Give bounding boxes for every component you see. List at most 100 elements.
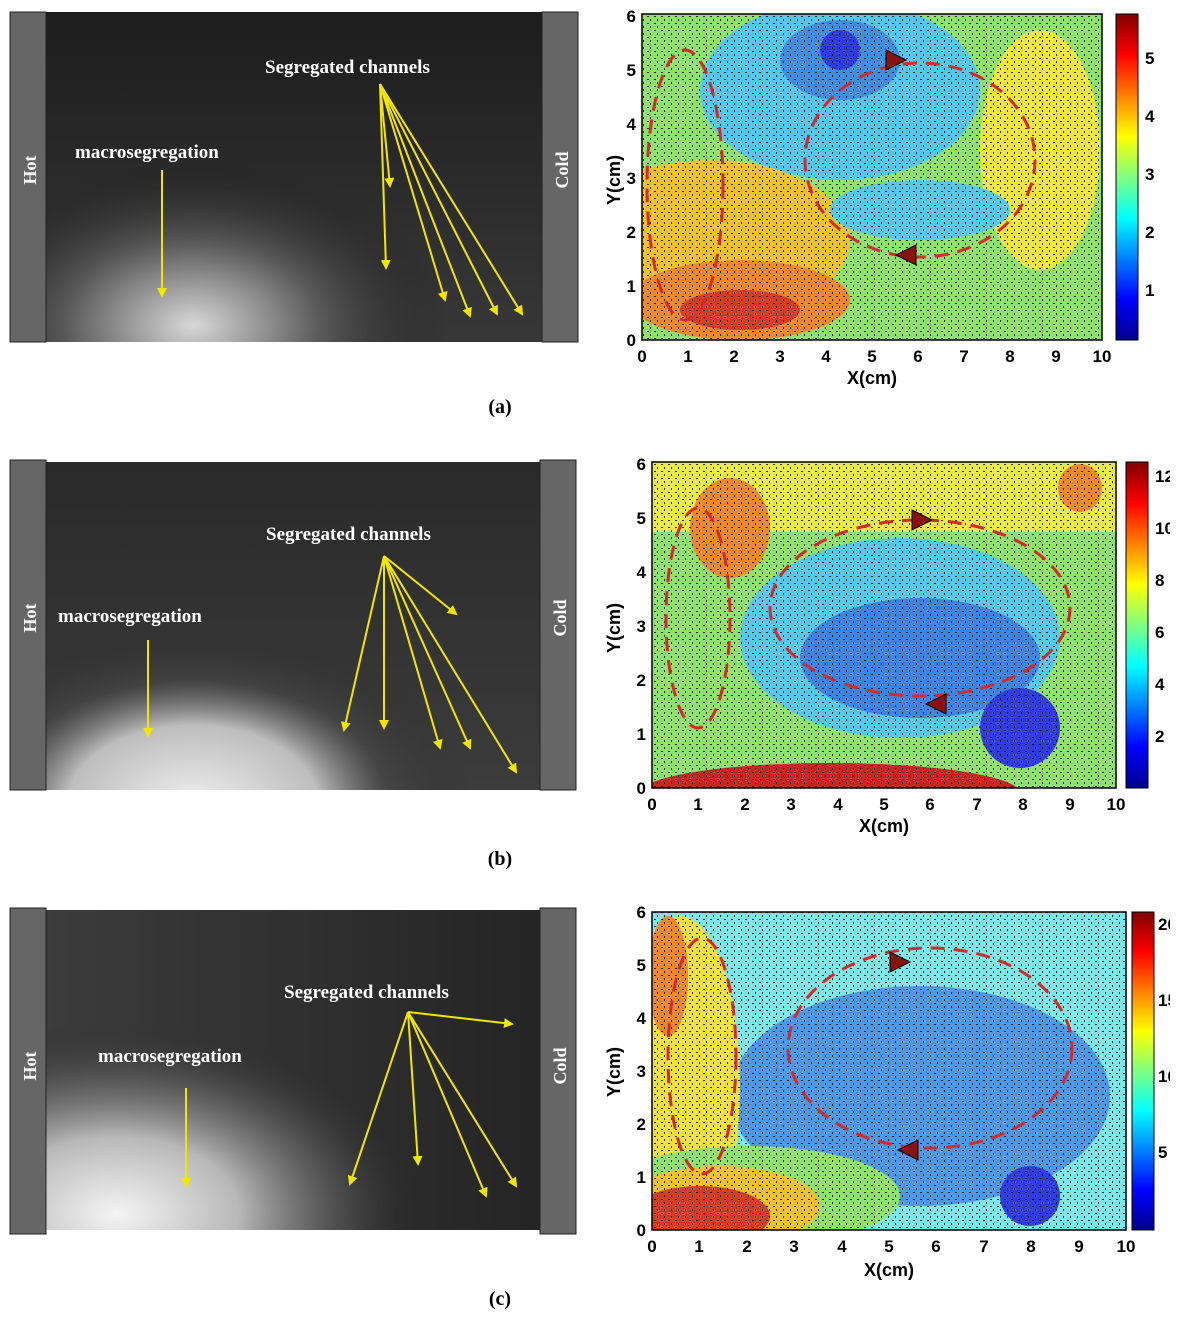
svg-text:3: 3: [627, 169, 636, 188]
cold-label: Cold: [552, 151, 572, 188]
svg-text:3: 3: [789, 1237, 798, 1256]
svg-text:6: 6: [913, 347, 922, 366]
svg-text:2: 2: [627, 223, 636, 242]
y-axis-label: Y(cm): [604, 603, 624, 653]
svg-text:20: 20: [1158, 915, 1170, 934]
svg-text:7: 7: [959, 347, 968, 366]
map-frame: [651, 461, 1117, 789]
svg-text:1: 1: [693, 795, 702, 814]
svg-text:3: 3: [637, 617, 646, 636]
x-ticks: 0 1 2 3 4 5 6 7 8 9 10: [647, 1237, 1135, 1256]
svg-text:5: 5: [879, 795, 888, 814]
svg-text:0: 0: [637, 347, 646, 366]
svg-text:10: 10: [1093, 347, 1112, 366]
svg-text:6: 6: [637, 903, 646, 922]
circulation-loop-left: [666, 936, 738, 1176]
svg-text:8: 8: [1026, 1237, 1035, 1256]
segregated-channels-label: Segregated channels: [265, 57, 430, 78]
x-axis-label: X(cm): [847, 368, 897, 388]
hot-bar: [9, 459, 47, 791]
map-field: [652, 912, 1126, 1230]
svg-text:10: 10: [1107, 795, 1126, 814]
caption-c: (c): [488, 1288, 512, 1310]
flow-arrow-bottom: [924, 693, 947, 715]
svg-text:8: 8: [1155, 571, 1164, 590]
macrosegregation-label: macrosegregation: [75, 142, 219, 163]
svg-text:2: 2: [740, 795, 749, 814]
svg-text:4: 4: [1155, 675, 1165, 694]
macrosegregation-label: macrosegregation: [58, 606, 202, 627]
svg-text:5: 5: [867, 347, 876, 366]
svg-text:5: 5: [1145, 49, 1154, 68]
svg-text:1: 1: [627, 277, 636, 296]
svg-text:1: 1: [637, 725, 646, 744]
annotation-arrows: [143, 555, 518, 774]
svg-text:4: 4: [833, 795, 843, 814]
annotation-arrows: [181, 1011, 518, 1198]
circulation-loop: [786, 946, 1074, 1150]
cold-label: Cold: [550, 1047, 570, 1084]
svg-text:15: 15: [1158, 991, 1170, 1010]
svg-text:6: 6: [925, 795, 934, 814]
svg-text:4: 4: [821, 347, 831, 366]
segregated-channels-label: Segregated channels: [284, 982, 449, 1003]
photo-b: Hot Cold macrosegregation Segregated cha…: [9, 459, 577, 791]
flow-arrow-top: [911, 509, 934, 531]
svg-text:9: 9: [1051, 347, 1060, 366]
flow-arrow-bottom: [894, 244, 917, 266]
svg-text:0: 0: [637, 1221, 646, 1240]
map-frame: [641, 13, 1103, 341]
svg-text:8: 8: [1005, 347, 1014, 366]
svg-text:9: 9: [1065, 795, 1074, 814]
svg-text:6: 6: [1155, 623, 1164, 642]
cold-label: Cold: [550, 599, 570, 636]
svg-text:9: 9: [1074, 1237, 1083, 1256]
hot-label: Hot: [20, 155, 40, 184]
y-axis-label: Y(cm): [604, 155, 624, 205]
svg-text:5: 5: [637, 956, 646, 975]
svg-text:8: 8: [1018, 795, 1027, 814]
svg-text:0: 0: [647, 795, 656, 814]
macrosegregation-label: macrosegregation: [98, 1046, 242, 1067]
colorbar: [1131, 911, 1155, 1231]
colorbar-ticks: 2 4 6 8 10 12: [1155, 467, 1170, 746]
panel-c: Hot Cold macrosegregation Segregated cha…: [0, 896, 1189, 1324]
y-ticks: 0 1 2 3 4 5 6: [627, 7, 637, 350]
svg-text:7: 7: [979, 1237, 988, 1256]
y-ticks: 0 1 2 3 4 5 6: [637, 903, 647, 1240]
hot-bar: [9, 907, 47, 1235]
svg-text:1: 1: [694, 1237, 703, 1256]
svg-text:5: 5: [884, 1237, 893, 1256]
circulation-loop: [803, 61, 1037, 259]
hot-bar: [9, 11, 47, 343]
svg-text:6: 6: [931, 1237, 940, 1256]
x-axis-label: X(cm): [864, 1260, 914, 1280]
colorbar-ticks: 5 10 15 20: [1158, 915, 1170, 1162]
svg-text:12: 12: [1155, 467, 1170, 486]
svg-text:7: 7: [972, 795, 981, 814]
svg-text:6: 6: [637, 455, 646, 474]
svg-text:3: 3: [775, 347, 784, 366]
cold-bar: [541, 11, 579, 343]
annotation-arrows: [157, 83, 524, 318]
svg-text:2: 2: [742, 1237, 751, 1256]
svg-text:0: 0: [647, 1237, 656, 1256]
panel-b: Hot Cold macrosegregation Segregated cha…: [0, 448, 1189, 898]
caption-b: (b): [487, 848, 513, 870]
colorbar-ticks: 1 2 3 4 5: [1145, 49, 1155, 300]
concentration-map-a: 1 2 3 4 5 0 1 2 3 4 5 6 0 1 2 3 4 5 6 7 …: [604, 7, 1155, 388]
svg-text:2: 2: [637, 671, 646, 690]
photo-a: Hot Cold macrosegregation Segregated cha…: [9, 11, 579, 343]
y-ticks: 0 1 2 3 4 5 6: [637, 455, 647, 798]
svg-text:2: 2: [1145, 223, 1154, 242]
hot-label: Hot: [20, 603, 40, 632]
svg-text:10: 10: [1117, 1237, 1136, 1256]
svg-text:1: 1: [683, 347, 692, 366]
caption-a: (a): [488, 396, 512, 418]
svg-text:5: 5: [627, 61, 636, 80]
svg-text:10: 10: [1158, 1067, 1170, 1086]
svg-text:5: 5: [1158, 1143, 1167, 1162]
circulation-loop: [768, 518, 1072, 698]
segregated-channels-label: Segregated channels: [266, 524, 431, 545]
x-ticks: 0 1 2 3 4 5 6 7 8 9 10: [637, 347, 1111, 366]
